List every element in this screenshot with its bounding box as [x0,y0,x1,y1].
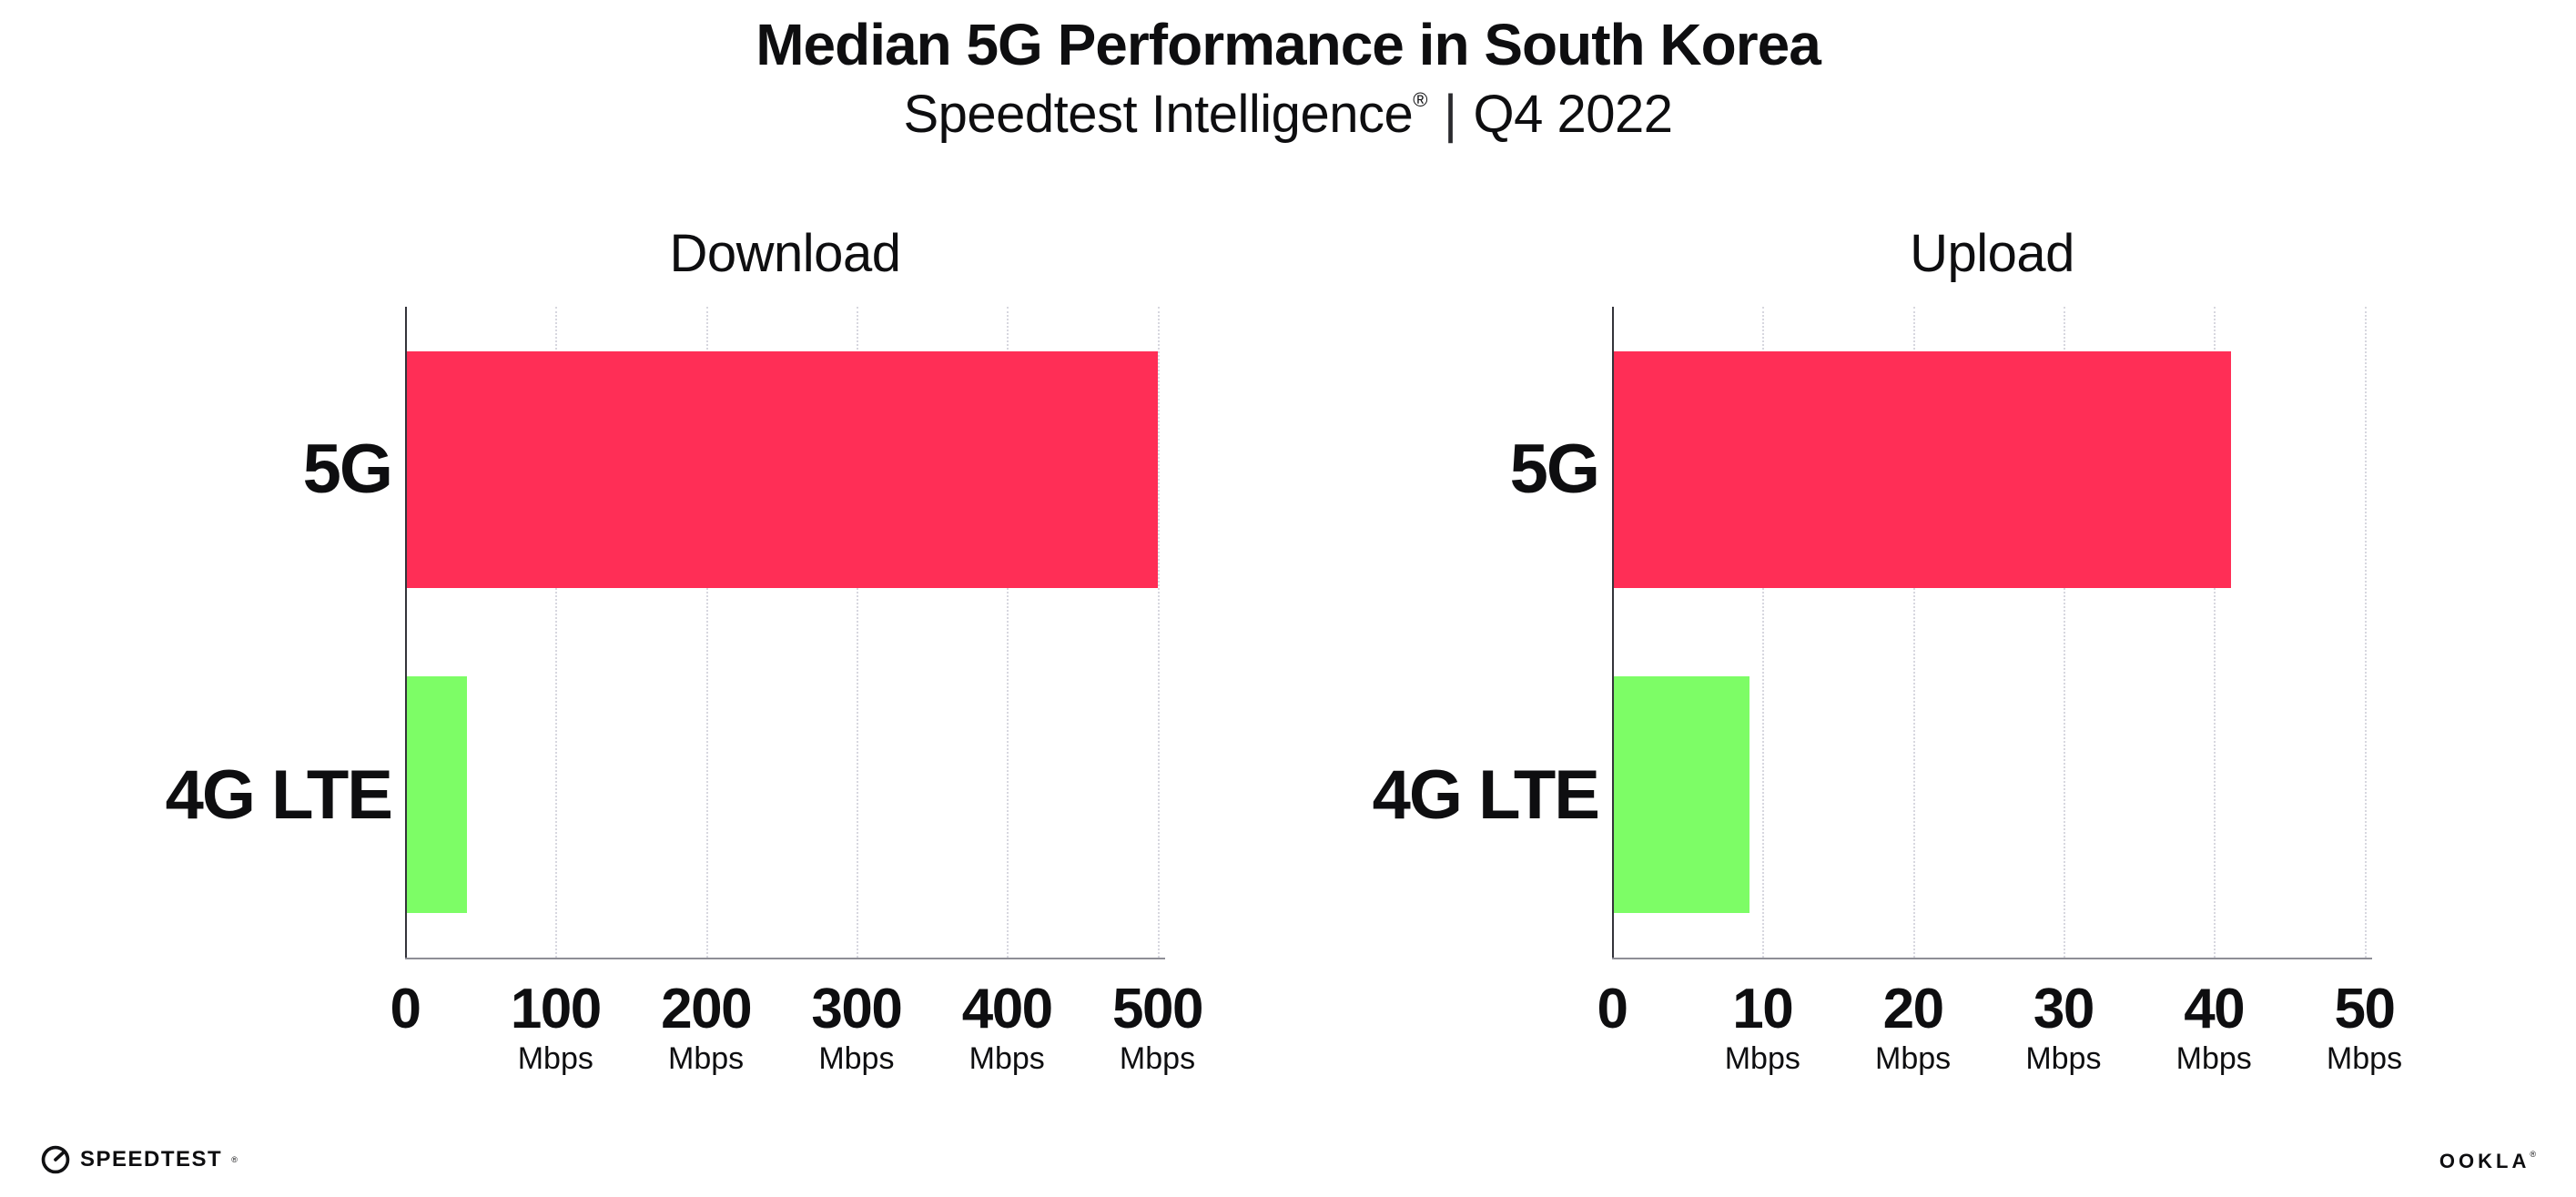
tick-unit: Mbps [818,1041,895,1076]
speedtest-registered-icon: ® [231,1155,238,1164]
bar-5g [407,350,1158,588]
bar-5g [1614,350,2231,588]
tick-value: 20 [1882,978,1944,1040]
x-tick-10: 10 Mbps [1724,978,1800,1076]
x-tick-20: 20 Mbps [1875,978,1952,1076]
category-label-4g-lte: 4G LTE [1372,756,1600,834]
tick-value: 300 [811,978,902,1040]
tick-unit: Mbps [1119,1041,1196,1076]
category-label-5g: 5G [1509,431,1600,509]
ookla-wordmark: OOKLA [2439,1150,2530,1172]
registered-trademark-icon: ® [1413,88,1427,111]
gridline [1007,307,1009,958]
bar-4g-lte [407,676,468,914]
y-axis-line [405,307,407,958]
x-tick-0: 0 [390,981,421,1038]
x-axis-line [1612,958,2372,959]
upload-chart: Upload 5G 4G LTE 0 10 Mbps 20 Mbps 30 Mbps 40 Mbps 5… [1373,224,2402,1074]
subtitle-brand: Speedtest Intelligence [903,85,1414,144]
page-title: Median 5G Performance in South Korea [756,12,1821,77]
tick-value: 10 [1732,978,1793,1040]
tick-unit: Mbps [969,1041,1045,1076]
tick-value: 100 [510,978,602,1040]
tick-unit: Mbps [2326,1041,2403,1076]
y-axis-line [1612,307,1614,958]
speedtest-gauge-icon [41,1145,70,1174]
bar-4g-lte [1614,676,1749,914]
subplot-title-upload: Upload [1910,224,2074,283]
subtitle-separator: | [1443,85,1457,144]
x-tick-100: 100 Mbps [510,978,602,1076]
category-label-5g: 5G [302,431,393,509]
x-tick-500: 500 Mbps [1112,978,1203,1076]
gridline [555,307,558,958]
tick-unit: Mbps [1875,1041,1952,1076]
tick-value: 50 [2334,978,2396,1040]
ookla-logo: OOKLA® [2439,1150,2540,1173]
x-tick-30: 30 Mbps [2025,978,2102,1076]
x-tick-0: 0 [1597,981,1628,1038]
x-axis-line [405,958,1165,959]
gridline [705,307,708,958]
tick-value: 0 [1597,978,1628,1040]
gridline [1157,307,1160,958]
x-tick-400: 400 Mbps [961,978,1053,1076]
tick-value: 500 [1112,978,1203,1040]
gridline [1912,307,1915,958]
tick-unit: Mbps [668,1041,745,1076]
speedtest-wordmark: SPEEDTEST [80,1147,223,1172]
x-tick-300: 300 Mbps [811,978,902,1076]
x-tick-40: 40 Mbps [2175,978,2252,1076]
gridline [2364,307,2367,958]
download-chart: Download 5G 4G LTE 0 100 Mbps 200 Mbps 300 Mbps 40… [166,224,1204,1074]
plot-area: 5G 4G LTE 0 100 Mbps 200 Mbps 300 Mbps 400 Mbps 500… [166,307,1203,1074]
subtitle-period: Q4 2022 [1473,85,1674,144]
speedtest-logo: SPEEDTEST ® [40,1144,238,1175]
category-label-4g-lte: 4G LTE [165,756,393,834]
tick-value: 400 [961,978,1053,1040]
tick-unit: Mbps [1724,1041,1800,1076]
x-tick-200: 200 Mbps [661,978,752,1076]
page-subtitle: Speedtest Intelligence® | Q4 2022 [0,84,2576,145]
ookla-registered-icon: ® [2530,1150,2540,1159]
tick-unit: Mbps [2025,1041,2102,1076]
gridline [2063,307,2065,958]
tick-value: 40 [2184,978,2245,1040]
tick-value: 200 [661,978,752,1040]
x-tick-50: 50 Mbps [2326,978,2403,1076]
gridline [2214,307,2216,958]
gridline [856,307,858,958]
gridline [1762,307,1765,958]
tick-unit: Mbps [2175,1041,2252,1076]
tick-unit: Mbps [517,1041,593,1076]
subplot-title-download: Download [669,224,901,283]
tick-value: 30 [2033,978,2094,1040]
tick-value: 0 [390,978,421,1040]
plot-area: 5G 4G LTE 0 10 Mbps 20 Mbps 30 Mbps 40 Mbps 50 Mbps [1373,307,2402,1074]
